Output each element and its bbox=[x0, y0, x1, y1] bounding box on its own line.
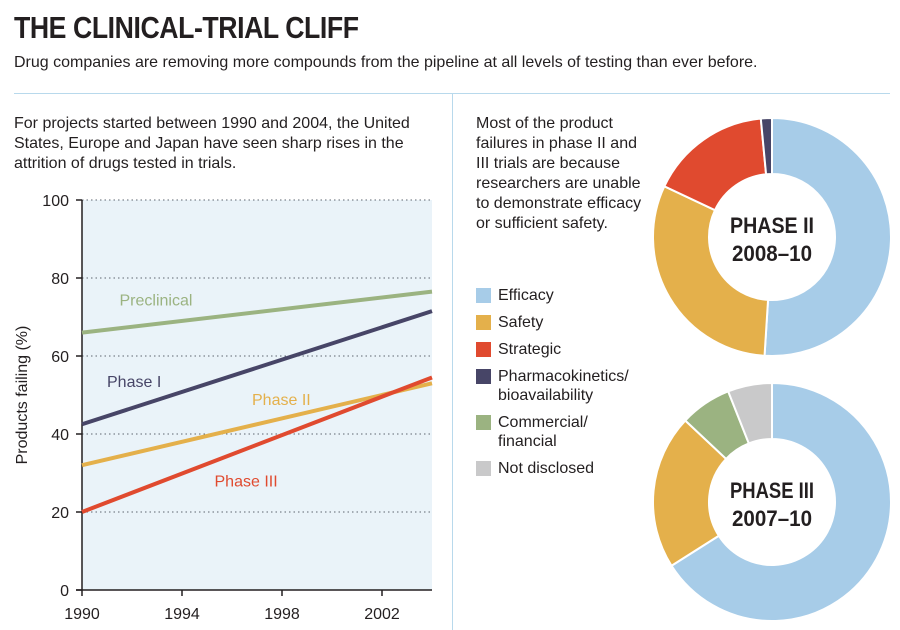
y-axis-label: Products failing (%) bbox=[14, 326, 31, 465]
phase-iii-slice-safety bbox=[652, 419, 728, 568]
phase-iii-slice-not-disclosed bbox=[726, 381, 773, 445]
legend: Efficacy Safety Strategic Pharmacokinetics/… bbox=[476, 286, 629, 486]
phase-ii-slice-pharmacokinetics-bioavailability bbox=[759, 116, 773, 176]
legend-label: Safety bbox=[498, 314, 544, 331]
chart-title: THE CLINICAL-TRIAL CLIFF bbox=[14, 10, 359, 45]
legend-label: Strategic bbox=[498, 341, 562, 358]
line-chart-intro: For projects started between 1990 and 20… bbox=[14, 115, 410, 172]
legend-item-commercial-financial: Commercial/financial bbox=[476, 413, 629, 451]
legend-swatch bbox=[476, 315, 491, 330]
legend-label: Commercial/ bbox=[498, 414, 588, 431]
phase-ii-donut-years: 2008–10 bbox=[732, 241, 812, 266]
series-line-phase-i bbox=[81, 309, 433, 427]
x-tick-label-1998: 1998 bbox=[264, 606, 300, 623]
y-tick-label-40: 40 bbox=[51, 427, 69, 444]
chart-subtitle: Drug companies are removing more compoun… bbox=[14, 54, 758, 71]
legend-item-strategic: Strategic bbox=[476, 340, 629, 359]
legend-item-efficacy: Efficacy bbox=[476, 286, 629, 305]
legend-swatch bbox=[476, 461, 491, 476]
series-label-preclinical: Preclinical bbox=[120, 292, 193, 309]
failure-reason-donut-charts: PHASE II 2008–10 PHASE III 2007–10 bbox=[652, 116, 892, 622]
y-tick-label-100: 100 bbox=[42, 193, 69, 210]
attrition-line-chart: 0 20 40 60 80 100 1990 1994 1998 2002 Products fai… bbox=[14, 193, 433, 623]
phase-iii-slice-efficacy bbox=[670, 381, 892, 622]
series-label-phase-ii: Phase II bbox=[252, 392, 311, 409]
x-tick-label-2002: 2002 bbox=[364, 606, 400, 623]
phase-ii-slice-efficacy bbox=[763, 116, 892, 357]
y-tick-label-20: 20 bbox=[51, 505, 69, 522]
legend-swatch bbox=[476, 369, 491, 384]
panel-divider bbox=[452, 93, 453, 630]
series-label-phase-iii: Phase III bbox=[215, 474, 278, 491]
series-line-phase-ii bbox=[81, 381, 433, 468]
legend-label: Pharmacokinetics/ bbox=[498, 368, 629, 385]
legend-item-safety: Safety bbox=[476, 313, 629, 332]
legend-label: financial bbox=[498, 433, 557, 450]
phase-iii-donut-years: 2007–10 bbox=[732, 506, 812, 531]
series-label-phase-i: Phase I bbox=[107, 374, 161, 391]
legend-item-pharmacokinetics-bioavailability: Pharmacokinetics/bioavailability bbox=[476, 367, 629, 405]
legend-label: bioavailability bbox=[498, 387, 594, 404]
y-tick-label-60: 60 bbox=[51, 349, 69, 366]
phase-ii-slice-safety bbox=[652, 185, 770, 357]
series-line-preclinical bbox=[81, 289, 433, 335]
phase-ii-donut-title: PHASE II bbox=[730, 213, 814, 238]
x-tick-label-1994: 1994 bbox=[164, 606, 200, 623]
legend-swatch bbox=[476, 342, 491, 357]
legend-label: Efficacy bbox=[498, 287, 554, 304]
legend-swatch bbox=[476, 288, 491, 303]
legend-swatch bbox=[476, 415, 491, 430]
y-tick-label-0: 0 bbox=[60, 583, 69, 600]
phase-iii-donut-title: PHASE III bbox=[730, 478, 814, 503]
series-line-phase-iii bbox=[81, 375, 433, 514]
x-tick-label-1990: 1990 bbox=[64, 606, 100, 623]
y-tick-label-80: 80 bbox=[51, 271, 69, 288]
legend-label: Not disclosed bbox=[498, 460, 595, 477]
legend-item-not-disclosed: Not disclosed bbox=[476, 459, 629, 478]
donut-chart-intro: Most of the product failures in phase II… bbox=[476, 115, 642, 232]
